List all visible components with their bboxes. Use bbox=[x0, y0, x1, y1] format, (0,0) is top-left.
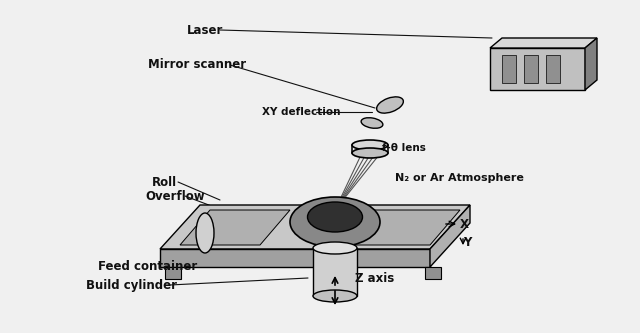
Polygon shape bbox=[313, 248, 357, 296]
Polygon shape bbox=[160, 205, 470, 249]
Text: Feed container: Feed container bbox=[98, 260, 197, 273]
Polygon shape bbox=[524, 55, 538, 83]
Polygon shape bbox=[502, 55, 516, 83]
Ellipse shape bbox=[352, 140, 388, 150]
Text: Y: Y bbox=[463, 235, 472, 248]
Ellipse shape bbox=[307, 202, 362, 232]
Text: Roll: Roll bbox=[152, 175, 177, 188]
Ellipse shape bbox=[352, 148, 388, 158]
Polygon shape bbox=[585, 38, 597, 90]
Ellipse shape bbox=[361, 118, 383, 128]
Polygon shape bbox=[490, 48, 585, 90]
Ellipse shape bbox=[290, 197, 380, 247]
Text: Mirror scanner: Mirror scanner bbox=[148, 59, 246, 72]
Text: f-θ lens: f-θ lens bbox=[382, 143, 426, 153]
Text: Overflow: Overflow bbox=[145, 189, 205, 202]
Text: Laser: Laser bbox=[187, 24, 223, 37]
Text: XY deflection: XY deflection bbox=[262, 107, 340, 117]
Polygon shape bbox=[490, 38, 597, 48]
Polygon shape bbox=[546, 55, 560, 83]
Polygon shape bbox=[165, 267, 181, 279]
Polygon shape bbox=[180, 210, 290, 245]
Ellipse shape bbox=[313, 242, 357, 254]
Polygon shape bbox=[425, 267, 441, 279]
Polygon shape bbox=[330, 210, 460, 245]
Polygon shape bbox=[160, 249, 430, 267]
Polygon shape bbox=[430, 205, 470, 267]
Text: Build cylinder: Build cylinder bbox=[86, 278, 177, 291]
Ellipse shape bbox=[376, 97, 403, 113]
Text: Z axis: Z axis bbox=[355, 271, 394, 284]
Ellipse shape bbox=[313, 290, 357, 302]
Ellipse shape bbox=[196, 213, 214, 253]
Text: N₂ or Ar Atmosphere: N₂ or Ar Atmosphere bbox=[395, 173, 524, 183]
Text: X: X bbox=[460, 217, 469, 230]
